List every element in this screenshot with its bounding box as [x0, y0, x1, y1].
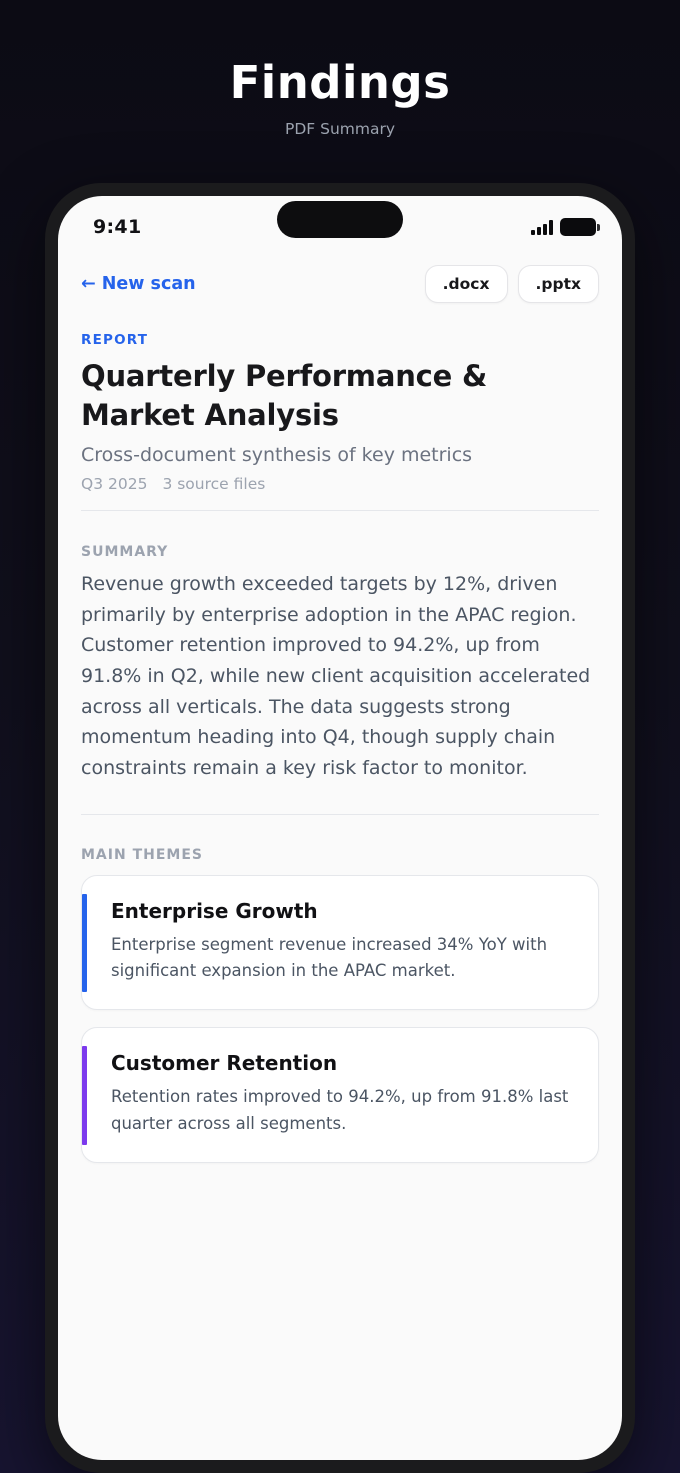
- page-subtitle: PDF Summary: [284, 120, 396, 138]
- themes-section: MAIN THEMES Enterprise Growth Enterprise…: [81, 847, 599, 1163]
- card-body: Retention rates improved to 94.2%, up fr…: [111, 1087, 569, 1133]
- phone-mockup: 9:41 ← New scan .docx .pptx REPORT Quart…: [45, 183, 635, 1473]
- app-header: Findings PDF Summary: [0, 0, 680, 138]
- new-scan-link[interactable]: ← New scan: [81, 274, 196, 294]
- card-body: Enterprise segment revenue increased 34%…: [111, 935, 548, 981]
- report-source-count: 3 source files: [162, 475, 266, 494]
- dynamic-island: [277, 201, 403, 238]
- toolbar: ← New scan .docx .pptx: [81, 265, 599, 303]
- pptx-export-button[interactable]: .pptx: [517, 265, 599, 303]
- summary-text: Revenue growth exceeded targets by 12%, …: [81, 573, 591, 779]
- report-eyebrow: REPORT: [81, 332, 149, 348]
- cellular-signal-icon: [531, 219, 553, 235]
- themes-label: MAIN THEMES: [81, 847, 203, 864]
- card-title: Enterprise Growth: [111, 899, 318, 924]
- divider: [81, 510, 599, 512]
- card-title: Customer Retention: [111, 1051, 338, 1076]
- report-title: Quarterly Performance & Market Analysis: [81, 359, 488, 433]
- phone-screen: 9:41 ← New scan .docx .pptx REPORT Quart…: [58, 196, 622, 1460]
- divider: [81, 814, 599, 816]
- status-icons: [531, 218, 600, 236]
- summary-label: SUMMARY: [81, 544, 169, 561]
- docx-export-button[interactable]: .docx: [424, 265, 508, 303]
- summary-section: SUMMARY Revenue growth exceeded targets …: [81, 544, 599, 816]
- report-subtitle: Cross-document synthesis of key metrics: [81, 444, 473, 467]
- status-time: 9:41: [93, 216, 142, 238]
- battery-icon: [560, 218, 600, 236]
- screen-content: ← New scan .docx .pptx REPORT Quarterly …: [58, 265, 622, 1163]
- card-accent-bar: [82, 894, 87, 993]
- report-meta: Q3 2025 3 source files: [81, 475, 599, 493]
- theme-card-customer-retention: Customer Retention Retention rates impro…: [81, 1027, 599, 1163]
- theme-card-list: Enterprise Growth Enterprise segment rev…: [81, 875, 599, 1163]
- status-bar: 9:41: [58, 196, 622, 248]
- page-title: Findings: [229, 56, 451, 109]
- export-button-group: .docx .pptx: [424, 265, 599, 303]
- theme-card-enterprise-growth: Enterprise Growth Enterprise segment rev…: [81, 875, 599, 1011]
- report-header: REPORT Quarterly Performance & Market An…: [81, 332, 599, 512]
- report-period: Q3 2025: [81, 475, 148, 494]
- card-accent-bar: [82, 1046, 87, 1145]
